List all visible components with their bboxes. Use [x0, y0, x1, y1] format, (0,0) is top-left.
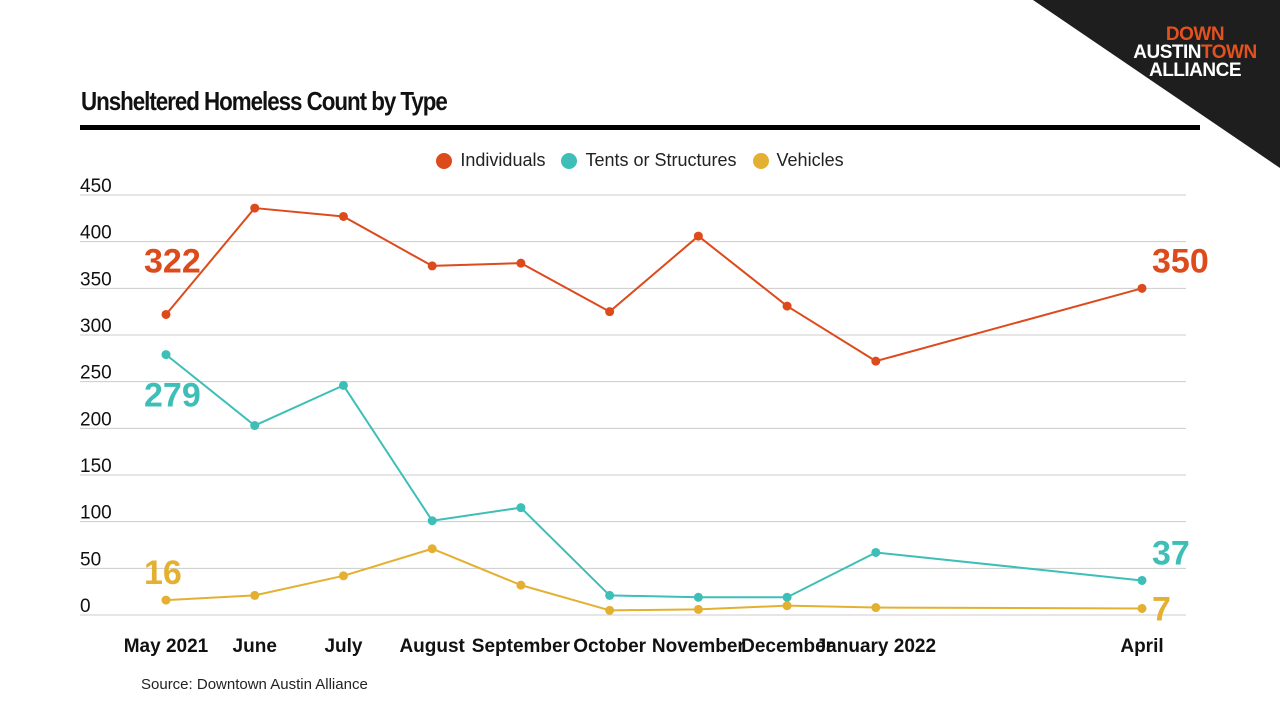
x-tick-label: June [233, 636, 277, 657]
logo-line-1: DOWN [1165, 24, 1225, 45]
y-tick-label: 450 [80, 176, 112, 197]
y-tick-label: 0 [80, 596, 91, 617]
y-tick-label: 350 [80, 269, 112, 290]
data-point [605, 605, 615, 615]
data-point [250, 203, 260, 213]
x-tick-label: November [652, 636, 746, 657]
x-tick-label: September [472, 636, 571, 657]
data-point [338, 211, 348, 221]
title-rule [80, 125, 1200, 130]
x-tick-label: April [1120, 636, 1163, 657]
legend-dot-individuals [436, 152, 453, 169]
x-tick-label: October [573, 636, 646, 657]
legend-item-vehicles: Vehicles [752, 150, 844, 171]
data-point [1137, 575, 1147, 585]
legend-label-tents: Tents or Structures [585, 150, 737, 170]
data-point [338, 380, 348, 390]
data-point [427, 516, 437, 526]
logo-line-2a: AUSTIN [1133, 42, 1202, 63]
start-value-label: 16 [144, 554, 182, 592]
legend-label-vehicles: Vehicles [776, 150, 844, 170]
data-point [516, 503, 526, 513]
y-tick-label: 100 [80, 503, 112, 524]
y-tick-label: 150 [80, 456, 112, 477]
data-point [516, 580, 526, 590]
data-point [605, 590, 615, 600]
legend: Individuals Tents or Structures Vehicles [0, 150, 1280, 171]
data-point [693, 231, 703, 241]
logo-line-3: ALLIANCE [1148, 60, 1242, 81]
legend-label-individuals: Individuals [460, 150, 546, 170]
data-point [338, 571, 348, 581]
x-tick-label: July [324, 636, 362, 657]
logo-line-2b: TOWN [1201, 42, 1257, 63]
x-tick-label: August [399, 636, 465, 657]
series-line-2 [165, 547, 1143, 612]
data-point [1137, 283, 1147, 293]
logo: DOWN AUSTINTOWN ALLIANCE [1130, 24, 1260, 81]
end-value-label: 7 [1152, 590, 1171, 628]
data-point [693, 604, 703, 614]
chart-title: Unsheltered Homeless Count by Type [81, 86, 448, 116]
end-value-label: 350 [1152, 242, 1209, 280]
data-point [516, 258, 526, 268]
y-tick-label: 250 [80, 363, 112, 384]
data-point [250, 421, 260, 431]
data-point [693, 592, 703, 602]
y-tick-label: 200 [80, 409, 112, 430]
data-point [161, 595, 171, 605]
legend-item-tents: Tents or Structures [561, 150, 737, 171]
data-point [161, 309, 171, 319]
series-line-0 [165, 207, 1143, 363]
legend-item-individuals: Individuals [436, 150, 545, 171]
y-tick-label: 50 [80, 549, 101, 570]
x-tick-label: December [741, 636, 833, 657]
x-tick-label: May 2021 [124, 636, 209, 657]
data-point [161, 350, 171, 360]
data-point [605, 307, 615, 317]
data-point [250, 590, 260, 600]
start-value-label: 322 [144, 242, 201, 280]
data-point [782, 592, 792, 602]
data-point [782, 601, 792, 611]
source-note: Source: Downtown Austin Alliance [141, 676, 368, 693]
series-line-1 [165, 353, 1143, 599]
data-point [871, 547, 881, 557]
data-point [427, 261, 437, 271]
end-value-label: 37 [1152, 534, 1190, 572]
data-point [1137, 603, 1147, 613]
y-tick-label: 300 [80, 316, 112, 337]
data-point [427, 544, 437, 554]
data-point [871, 356, 881, 366]
x-tick-label: January 2022 [816, 636, 936, 657]
data-point [782, 301, 792, 311]
y-tick-label: 400 [80, 223, 112, 244]
start-value-label: 279 [144, 377, 201, 415]
data-point [871, 603, 881, 613]
legend-dot-tents [561, 152, 578, 169]
legend-dot-vehicles [752, 152, 769, 169]
